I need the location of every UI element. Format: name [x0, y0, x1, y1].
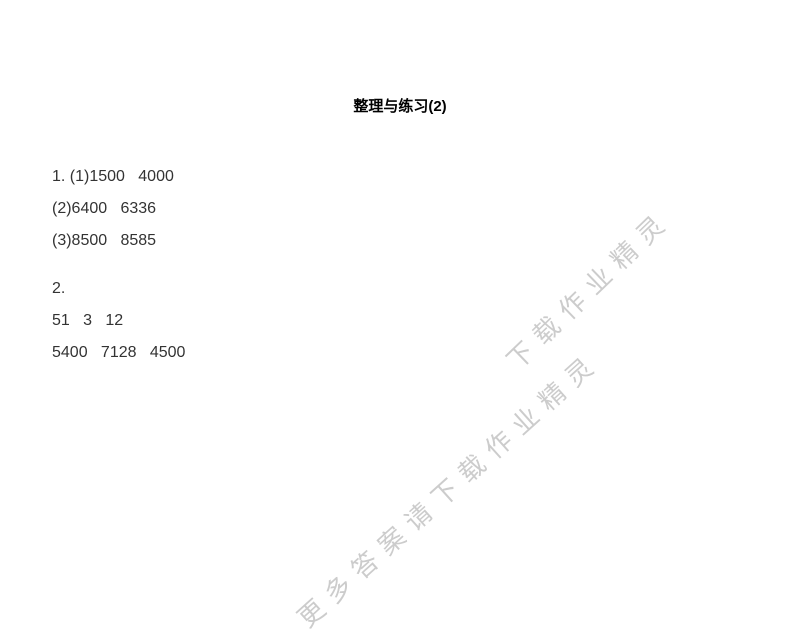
- page-title: 整理与练习(2): [0, 0, 800, 116]
- section2-line1: 2.: [52, 273, 800, 305]
- section1-line1: 1. (1)1500 4000: [52, 161, 800, 193]
- section1-line2: (2)6400 6336: [52, 193, 800, 225]
- section2-line2: 51 3 12: [52, 305, 800, 337]
- watermark-text: 更多答案请下载作业精灵: [288, 342, 607, 634]
- section1-line3: (3)8500 8585: [52, 225, 800, 257]
- section2-line3: 5400 7128 4500: [52, 337, 800, 369]
- section-spacer: [52, 257, 800, 273]
- answer-content: 1. (1)1500 4000 (2)6400 6336 (3)8500 858…: [0, 116, 800, 369]
